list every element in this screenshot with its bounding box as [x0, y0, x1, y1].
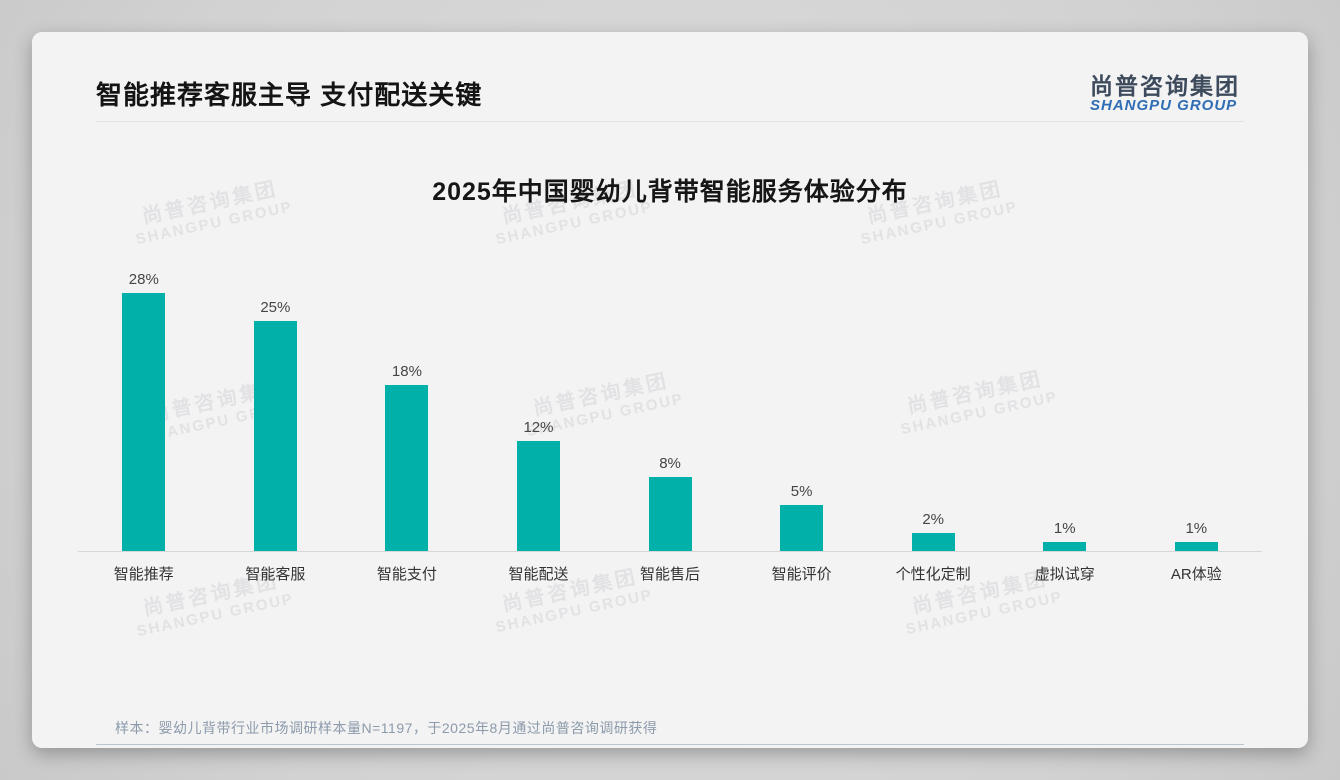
bar-column: 2% [867, 511, 999, 551]
bar [1043, 542, 1087, 551]
bar-column: 18% [341, 363, 473, 551]
category-label: 个性化定制 [895, 566, 971, 583]
bar [780, 505, 824, 551]
category-label: 智能售后 [640, 566, 701, 583]
page-title: 智能推荐客服主导 支付配送关键 [96, 80, 483, 110]
bar-column: 12% [473, 419, 605, 551]
bar-column: 25% [210, 299, 342, 551]
bar-column: 28% [78, 271, 210, 551]
bar-column: 8% [604, 455, 736, 551]
bar-value-label: 1% [1185, 520, 1208, 537]
category-label: 智能推荐 [113, 566, 174, 583]
company-logo: 尚普咨询集团 SHANGPU GROUP [1090, 72, 1244, 114]
bar-value-label: 1% [1053, 520, 1076, 537]
bar-column: 1% [999, 520, 1131, 551]
category-label: 智能配送 [508, 566, 569, 583]
chart-title: 2025年中国婴幼儿背带智能服务体验分布 [432, 178, 908, 206]
bar-column: 1% [1131, 520, 1263, 551]
report-card: 尚普咨询集团 SHANGPU GROUP 尚普咨询集团 SHANGPU GROUP 尚普… [32, 32, 1308, 748]
bar-value-label: 2% [922, 511, 944, 528]
bar [516, 441, 560, 551]
bar-chart-plot-area: 28% 25% 18% 12% 8% 5% 2% 1% 1% [78, 266, 1262, 552]
category-label: 智能支付 [376, 566, 437, 583]
bar [648, 477, 692, 551]
bar-column: 5% [736, 483, 868, 551]
bar [1174, 542, 1218, 551]
bar-value-label: 28% [128, 271, 159, 288]
category-label: 智能评价 [771, 566, 832, 583]
bar-value-label: 12% [523, 419, 554, 436]
watermark-english-text: SHANGPU GROUP [135, 590, 296, 641]
bar [385, 385, 429, 551]
bar [122, 293, 166, 551]
bar-value-label: 18% [391, 363, 422, 380]
category-label: 智能客服 [245, 566, 306, 583]
header: 智能推荐客服主导 支付配送关键 尚普咨询集团 SHANGPU GROUP [96, 66, 1244, 122]
watermark-english-text: SHANGPU GROUP [494, 586, 655, 637]
bar-value-label: 8% [659, 455, 681, 472]
bar-value-label: 5% [790, 483, 813, 500]
sample-note: 样本：婴幼儿背带行业市场调研样本量N=1197，于2025年8月通过尚普咨询调研… [115, 720, 658, 736]
bar-value-label: 25% [260, 299, 291, 316]
category-label: AR体验 [1170, 566, 1222, 583]
category-label: 虚拟试穿 [1034, 566, 1095, 583]
watermark-english-text: SHANGPU GROUP [904, 588, 1065, 639]
footer-divider [96, 744, 1244, 745]
bar [253, 321, 297, 551]
logo-chinese-text: 尚普咨询集团 [1090, 72, 1240, 99]
logo-english-text: SHANGPU GROUP [1090, 96, 1238, 114]
bar [911, 533, 955, 551]
category-axis-labels: 智能推荐 智能客服 智能支付 智能配送 智能售后 智能评价 个性化定制 虚拟试穿 AR体验 [78, 563, 1262, 584]
